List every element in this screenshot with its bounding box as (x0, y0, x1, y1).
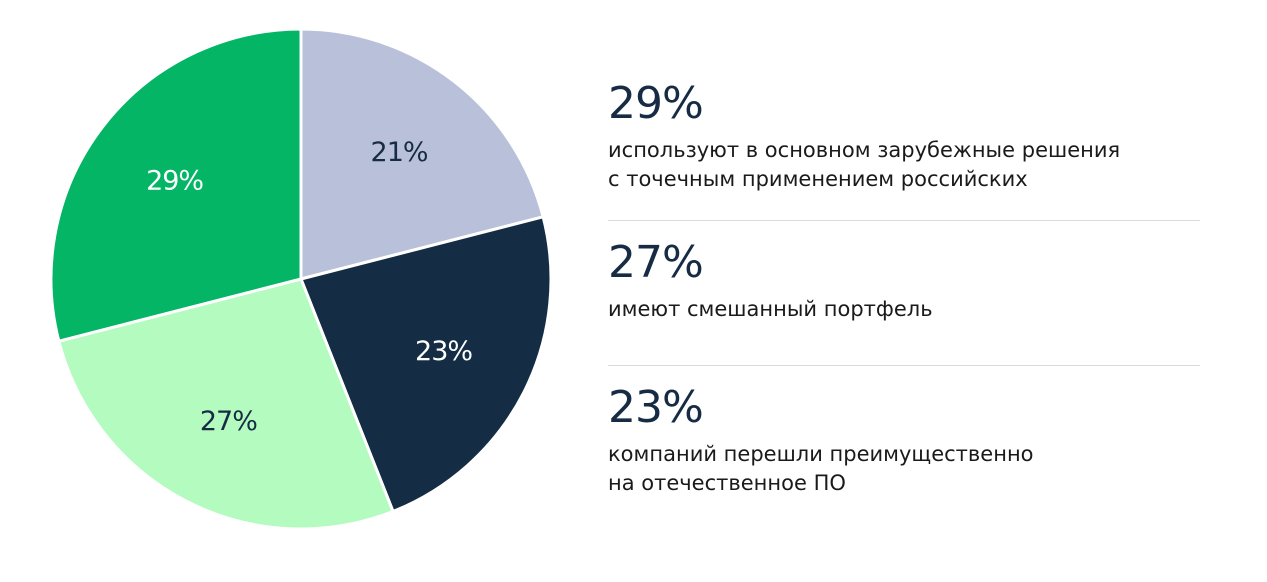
legend-description-line: с точечным применением российских (608, 167, 1028, 191)
pie-slice-label: 29% (146, 165, 203, 196)
legend-divider (608, 365, 1200, 366)
pie-slice-label: 27% (200, 406, 257, 437)
legend-divider (608, 220, 1200, 221)
legend-description-line: имеют смешанный портфель (608, 297, 933, 321)
pie-chart: 21% 23% 27% 29% (49, 27, 553, 531)
legend-percent: 27% (608, 237, 704, 288)
pie-slice (57, 277, 395, 531)
legend-item: 29% используют в основном зарубежные реш… (608, 78, 1200, 220)
legend-item: 23% компаний перешли преимущественно на … (608, 366, 1200, 498)
legend-item: 27% имеют смешанный портфель (608, 221, 1200, 365)
pie-slice (49, 27, 303, 343)
legend: 29% используют в основном зарубежные реш… (608, 78, 1200, 498)
legend-percent: 29% (608, 78, 704, 129)
legend-percent: 23% (608, 382, 704, 433)
pie-slice (299, 215, 553, 513)
pie-slice (299, 27, 545, 281)
pie-slice-label: 23% (415, 336, 472, 367)
legend-description-line: используют в основном зарубежные решения (608, 138, 1121, 162)
legend-description-line: на отечественное ПО (608, 471, 846, 495)
pie-slice-label: 21% (371, 137, 428, 168)
legend-description-line: компаний перешли преимущественно (608, 442, 1034, 466)
